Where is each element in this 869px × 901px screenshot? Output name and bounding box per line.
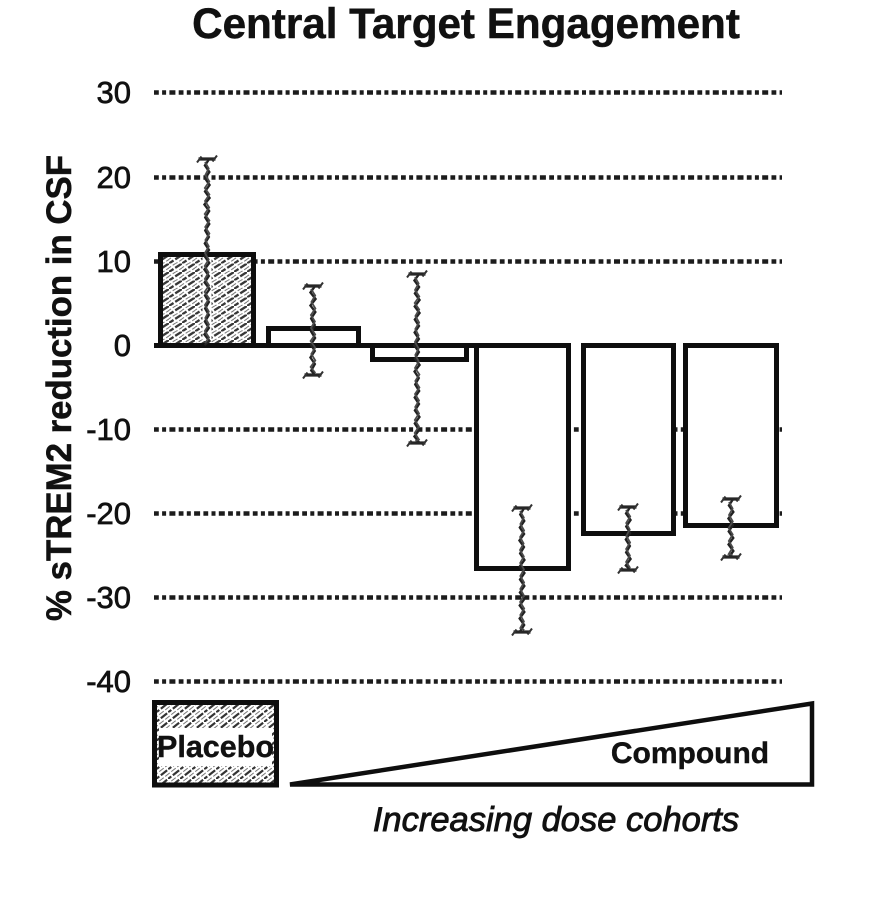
svg-text:Compound: Compound bbox=[611, 737, 769, 770]
svg-text:10: 10 bbox=[97, 244, 131, 279]
svg-text:Increasing dose cohorts: Increasing dose cohorts bbox=[373, 801, 739, 839]
svg-text:20: 20 bbox=[97, 160, 131, 195]
svg-text:-10: -10 bbox=[86, 412, 131, 447]
svg-text:-30: -30 bbox=[86, 580, 131, 615]
svg-text:0: 0 bbox=[114, 328, 131, 363]
svg-text:-40: -40 bbox=[86, 664, 131, 699]
svg-text:30: 30 bbox=[97, 75, 131, 110]
svg-text:Central Target Engagement: Central Target Engagement bbox=[192, 0, 740, 47]
svg-text:% sTREM2 reduction in CSF: % sTREM2 reduction in CSF bbox=[40, 155, 79, 621]
svg-text:Placebo: Placebo bbox=[157, 730, 274, 764]
svg-text:-20: -20 bbox=[86, 496, 131, 531]
